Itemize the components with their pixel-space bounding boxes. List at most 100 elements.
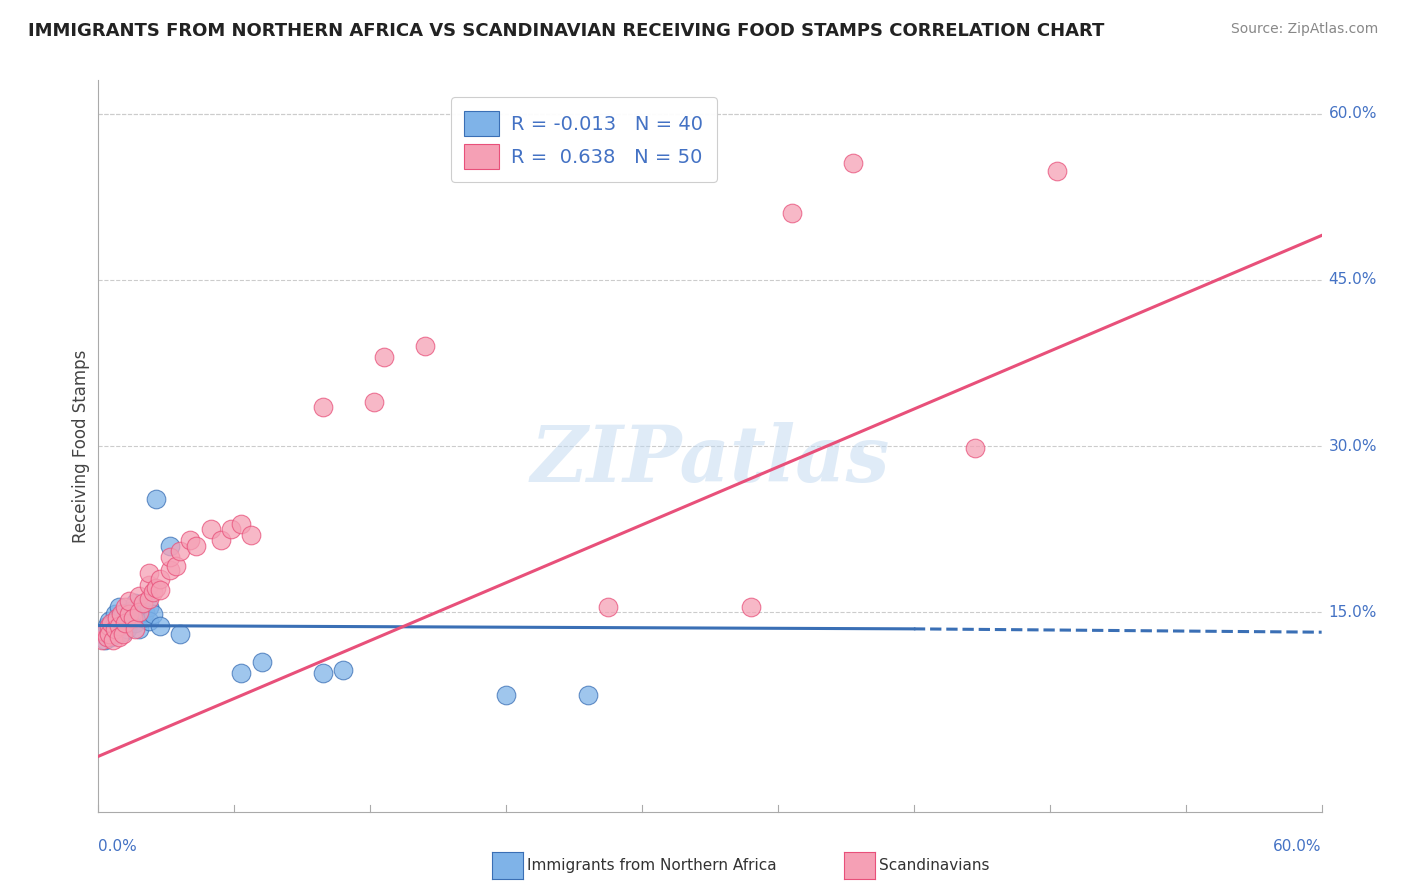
- Point: [250, 655, 273, 669]
- Point: [108, 599, 131, 614]
- Point: [124, 596, 146, 610]
- Point: [120, 611, 142, 625]
- Text: 15.0%: 15.0%: [1329, 605, 1376, 620]
- Point: [145, 492, 167, 507]
- Point: [142, 585, 165, 599]
- Point: [138, 614, 160, 628]
- Point: [740, 599, 762, 614]
- Point: [111, 627, 134, 641]
- Point: [145, 581, 167, 595]
- Point: [219, 522, 242, 536]
- Point: [179, 533, 201, 548]
- Point: [128, 589, 150, 603]
- Point: [209, 533, 232, 548]
- Text: 30.0%: 30.0%: [1329, 439, 1376, 453]
- Point: [104, 607, 127, 622]
- Point: [1045, 164, 1069, 178]
- Point: [159, 539, 181, 553]
- Point: [159, 563, 181, 577]
- Point: [312, 401, 335, 415]
- Point: [149, 583, 172, 598]
- Point: [101, 632, 124, 647]
- Point: [312, 666, 335, 681]
- Point: [97, 618, 120, 632]
- Point: [149, 618, 172, 632]
- Point: [169, 627, 191, 641]
- Point: [118, 594, 141, 608]
- Point: [111, 625, 134, 640]
- Point: [97, 625, 120, 640]
- Point: [231, 516, 253, 531]
- Point: [114, 614, 136, 628]
- Point: [122, 611, 145, 625]
- Point: [332, 663, 354, 677]
- Point: [149, 572, 172, 586]
- Point: [186, 539, 208, 553]
- Point: [118, 605, 141, 619]
- Point: [231, 666, 253, 681]
- Point: [122, 603, 145, 617]
- Point: [115, 622, 138, 636]
- Point: [138, 577, 160, 591]
- Point: [93, 625, 115, 640]
- Point: [97, 614, 120, 628]
- Text: IMMIGRANTS FROM NORTHERN AFRICA VS SCANDINAVIAN RECEIVING FOOD STAMPS CORRELATIO: IMMIGRANTS FROM NORTHERN AFRICA VS SCAND…: [28, 22, 1105, 40]
- Text: Immigrants from Northern Africa: Immigrants from Northern Africa: [527, 858, 778, 872]
- Point: [110, 607, 132, 622]
- Point: [132, 611, 155, 625]
- Point: [101, 622, 124, 636]
- Point: [100, 630, 122, 644]
- Point: [138, 591, 160, 606]
- Point: [114, 616, 136, 631]
- Point: [110, 618, 132, 632]
- Text: 60.0%: 60.0%: [1329, 106, 1376, 121]
- Point: [96, 630, 118, 644]
- Point: [138, 566, 160, 581]
- Point: [111, 607, 134, 622]
- Point: [598, 599, 620, 614]
- Point: [118, 607, 141, 622]
- Text: 45.0%: 45.0%: [1329, 272, 1376, 287]
- Point: [159, 549, 181, 564]
- Point: [240, 527, 263, 541]
- Text: Scandinavians: Scandinavians: [879, 858, 990, 872]
- Point: [413, 339, 436, 353]
- Text: Source: ZipAtlas.com: Source: ZipAtlas.com: [1230, 22, 1378, 37]
- Point: [128, 607, 150, 622]
- Point: [373, 351, 395, 365]
- Point: [965, 441, 987, 455]
- Point: [108, 630, 131, 644]
- Point: [91, 632, 114, 647]
- Point: [105, 611, 128, 625]
- Point: [142, 607, 165, 622]
- Point: [128, 605, 150, 619]
- Point: [118, 616, 141, 631]
- Point: [576, 689, 599, 703]
- Text: 0.0%: 0.0%: [98, 839, 138, 855]
- Point: [96, 618, 118, 632]
- Point: [128, 622, 150, 636]
- Point: [91, 627, 114, 641]
- Point: [114, 599, 136, 614]
- Point: [124, 616, 146, 631]
- Legend: R = -0.013   N = 40, R =  0.638   N = 50: R = -0.013 N = 40, R = 0.638 N = 50: [451, 97, 717, 182]
- Text: 60.0%: 60.0%: [1274, 839, 1322, 855]
- Point: [169, 544, 191, 558]
- Point: [97, 627, 120, 641]
- Point: [134, 605, 156, 619]
- Point: [780, 206, 803, 220]
- Y-axis label: Receiving Food Stamps: Receiving Food Stamps: [72, 350, 90, 542]
- Point: [100, 616, 122, 631]
- Text: ZIPatlas: ZIPatlas: [530, 423, 890, 499]
- Point: [165, 558, 187, 573]
- Point: [104, 622, 127, 636]
- Point: [200, 522, 222, 536]
- Point: [105, 627, 128, 641]
- Point: [124, 622, 146, 636]
- Point: [132, 596, 155, 610]
- Point: [108, 618, 131, 632]
- Point: [363, 394, 385, 409]
- Point: [841, 156, 863, 170]
- Point: [93, 632, 115, 647]
- Point: [108, 611, 131, 625]
